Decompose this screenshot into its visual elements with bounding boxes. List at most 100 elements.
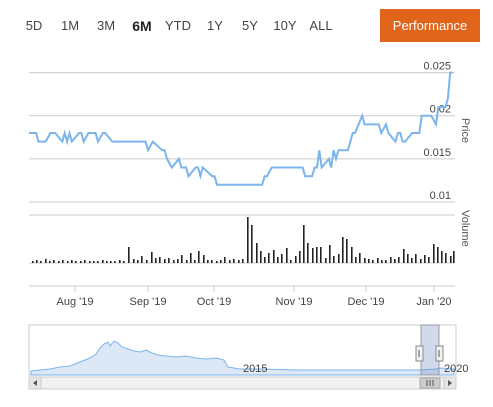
range-button-5y[interactable]: 5Y (242, 18, 258, 33)
x-tick-label: Sep '19 (130, 296, 167, 308)
volume-bar (398, 257, 400, 263)
volume-bar (299, 251, 301, 263)
volume-bar (338, 254, 340, 263)
price-axis-ticks: 0.025 0.02 0.015 0.01 (423, 61, 451, 202)
volume-bar (277, 257, 279, 263)
volume-bar (89, 261, 91, 263)
volume-bar (119, 260, 121, 263)
volume-bar (295, 256, 297, 263)
volume-bar (216, 261, 218, 263)
volume-bar (190, 253, 192, 263)
price-tick-label: 0.02 (430, 104, 451, 116)
volume-bar (390, 257, 392, 263)
scrollbar (28, 376, 457, 390)
range-button-1m[interactable]: 1M (60, 18, 80, 33)
price-tick-label: 0.025 (423, 61, 451, 73)
volume-bar (342, 237, 344, 263)
navigator-label-2020: 2020 (444, 363, 468, 375)
volume-bar (364, 258, 366, 263)
volume-bar (71, 260, 73, 263)
volume-bar (80, 261, 82, 263)
volume-bar (256, 243, 258, 263)
volume-bar (45, 259, 47, 263)
volume-bar (381, 260, 383, 263)
volume-bar (385, 260, 387, 263)
volume-bar (355, 257, 357, 263)
arrow-left-icon (33, 380, 37, 386)
volume-bar (102, 260, 104, 263)
volume-bar (211, 260, 213, 263)
volume-bar (229, 260, 231, 263)
volume-bar (407, 254, 409, 263)
volume-bar (84, 260, 86, 263)
volume-bar (137, 260, 139, 263)
volume-bar (333, 256, 335, 263)
volume-bar (260, 251, 262, 263)
volume-bar (437, 247, 439, 263)
volume-bar (411, 258, 413, 263)
volume-bar (368, 259, 370, 263)
volume-bar (173, 260, 175, 263)
volume-bar (394, 259, 396, 263)
volume-bar (93, 261, 95, 263)
price-series-line (29, 71, 453, 186)
volume-bar (159, 257, 161, 263)
performance-button[interactable]: Performance (380, 9, 480, 42)
volume-bar (75, 261, 77, 263)
volume-bar (428, 257, 430, 263)
volume-bar (346, 239, 348, 263)
navigator-area (30, 340, 455, 376)
x-tick-label: Jan '20 (416, 296, 451, 308)
x-tick-label: Nov '19 (276, 296, 313, 308)
price-tick-label: 0.015 (423, 147, 451, 159)
range-button-6m[interactable]: 6M (132, 18, 152, 34)
range-button-ytd[interactable]: YTD (165, 18, 191, 33)
volume-bar (168, 258, 170, 263)
x-tick-label: Dec '19 (348, 296, 385, 308)
x-tick-label: Oct '19 (197, 296, 232, 308)
volume-bar (141, 256, 143, 263)
navigator: 2015 2020 (28, 324, 468, 376)
volume-bar (177, 259, 179, 263)
volume-bar (377, 258, 379, 263)
volume-bar (220, 260, 222, 263)
volume-bar (268, 253, 270, 263)
volume-bar (441, 251, 443, 263)
volume-bar (114, 261, 116, 263)
volume-bar (233, 259, 235, 263)
range-button-1y[interactable]: 1Y (207, 18, 223, 33)
range-button-all[interactable]: ALL (309, 18, 333, 33)
volume-bar (224, 257, 226, 263)
volume-bar (97, 261, 99, 263)
volume-bar (123, 261, 125, 263)
volume-bar (164, 259, 166, 263)
volume-bar (273, 250, 275, 263)
volume-axis-label: Volume (459, 210, 471, 247)
volume-bar (433, 244, 435, 263)
volume-bar (316, 247, 318, 263)
volume-bar (151, 252, 153, 263)
volume-bar (36, 260, 38, 263)
volume-bar (450, 256, 452, 263)
range-button-3m[interactable]: 3M (96, 18, 116, 33)
volume-bar (186, 260, 188, 263)
arrow-right-icon (448, 380, 452, 386)
volume-bar (251, 225, 253, 263)
volume-bar (32, 261, 34, 263)
volume-bar (155, 258, 157, 263)
volume-bar (325, 258, 327, 263)
volume-bar (329, 245, 331, 263)
volume-bar (420, 259, 422, 263)
price-tick-label: 0.01 (430, 190, 451, 202)
volume-bar (312, 248, 314, 263)
volume-bar (286, 248, 288, 263)
volume-bar (207, 260, 209, 263)
range-button-10y[interactable]: 10Y (273, 18, 297, 33)
volume-bar (198, 251, 200, 263)
volume-bar (247, 217, 249, 263)
scrollbar-track[interactable] (28, 376, 457, 390)
range-button-5d[interactable]: 5D (25, 18, 43, 33)
volume-bar (303, 225, 305, 263)
volume-bar (40, 261, 42, 263)
